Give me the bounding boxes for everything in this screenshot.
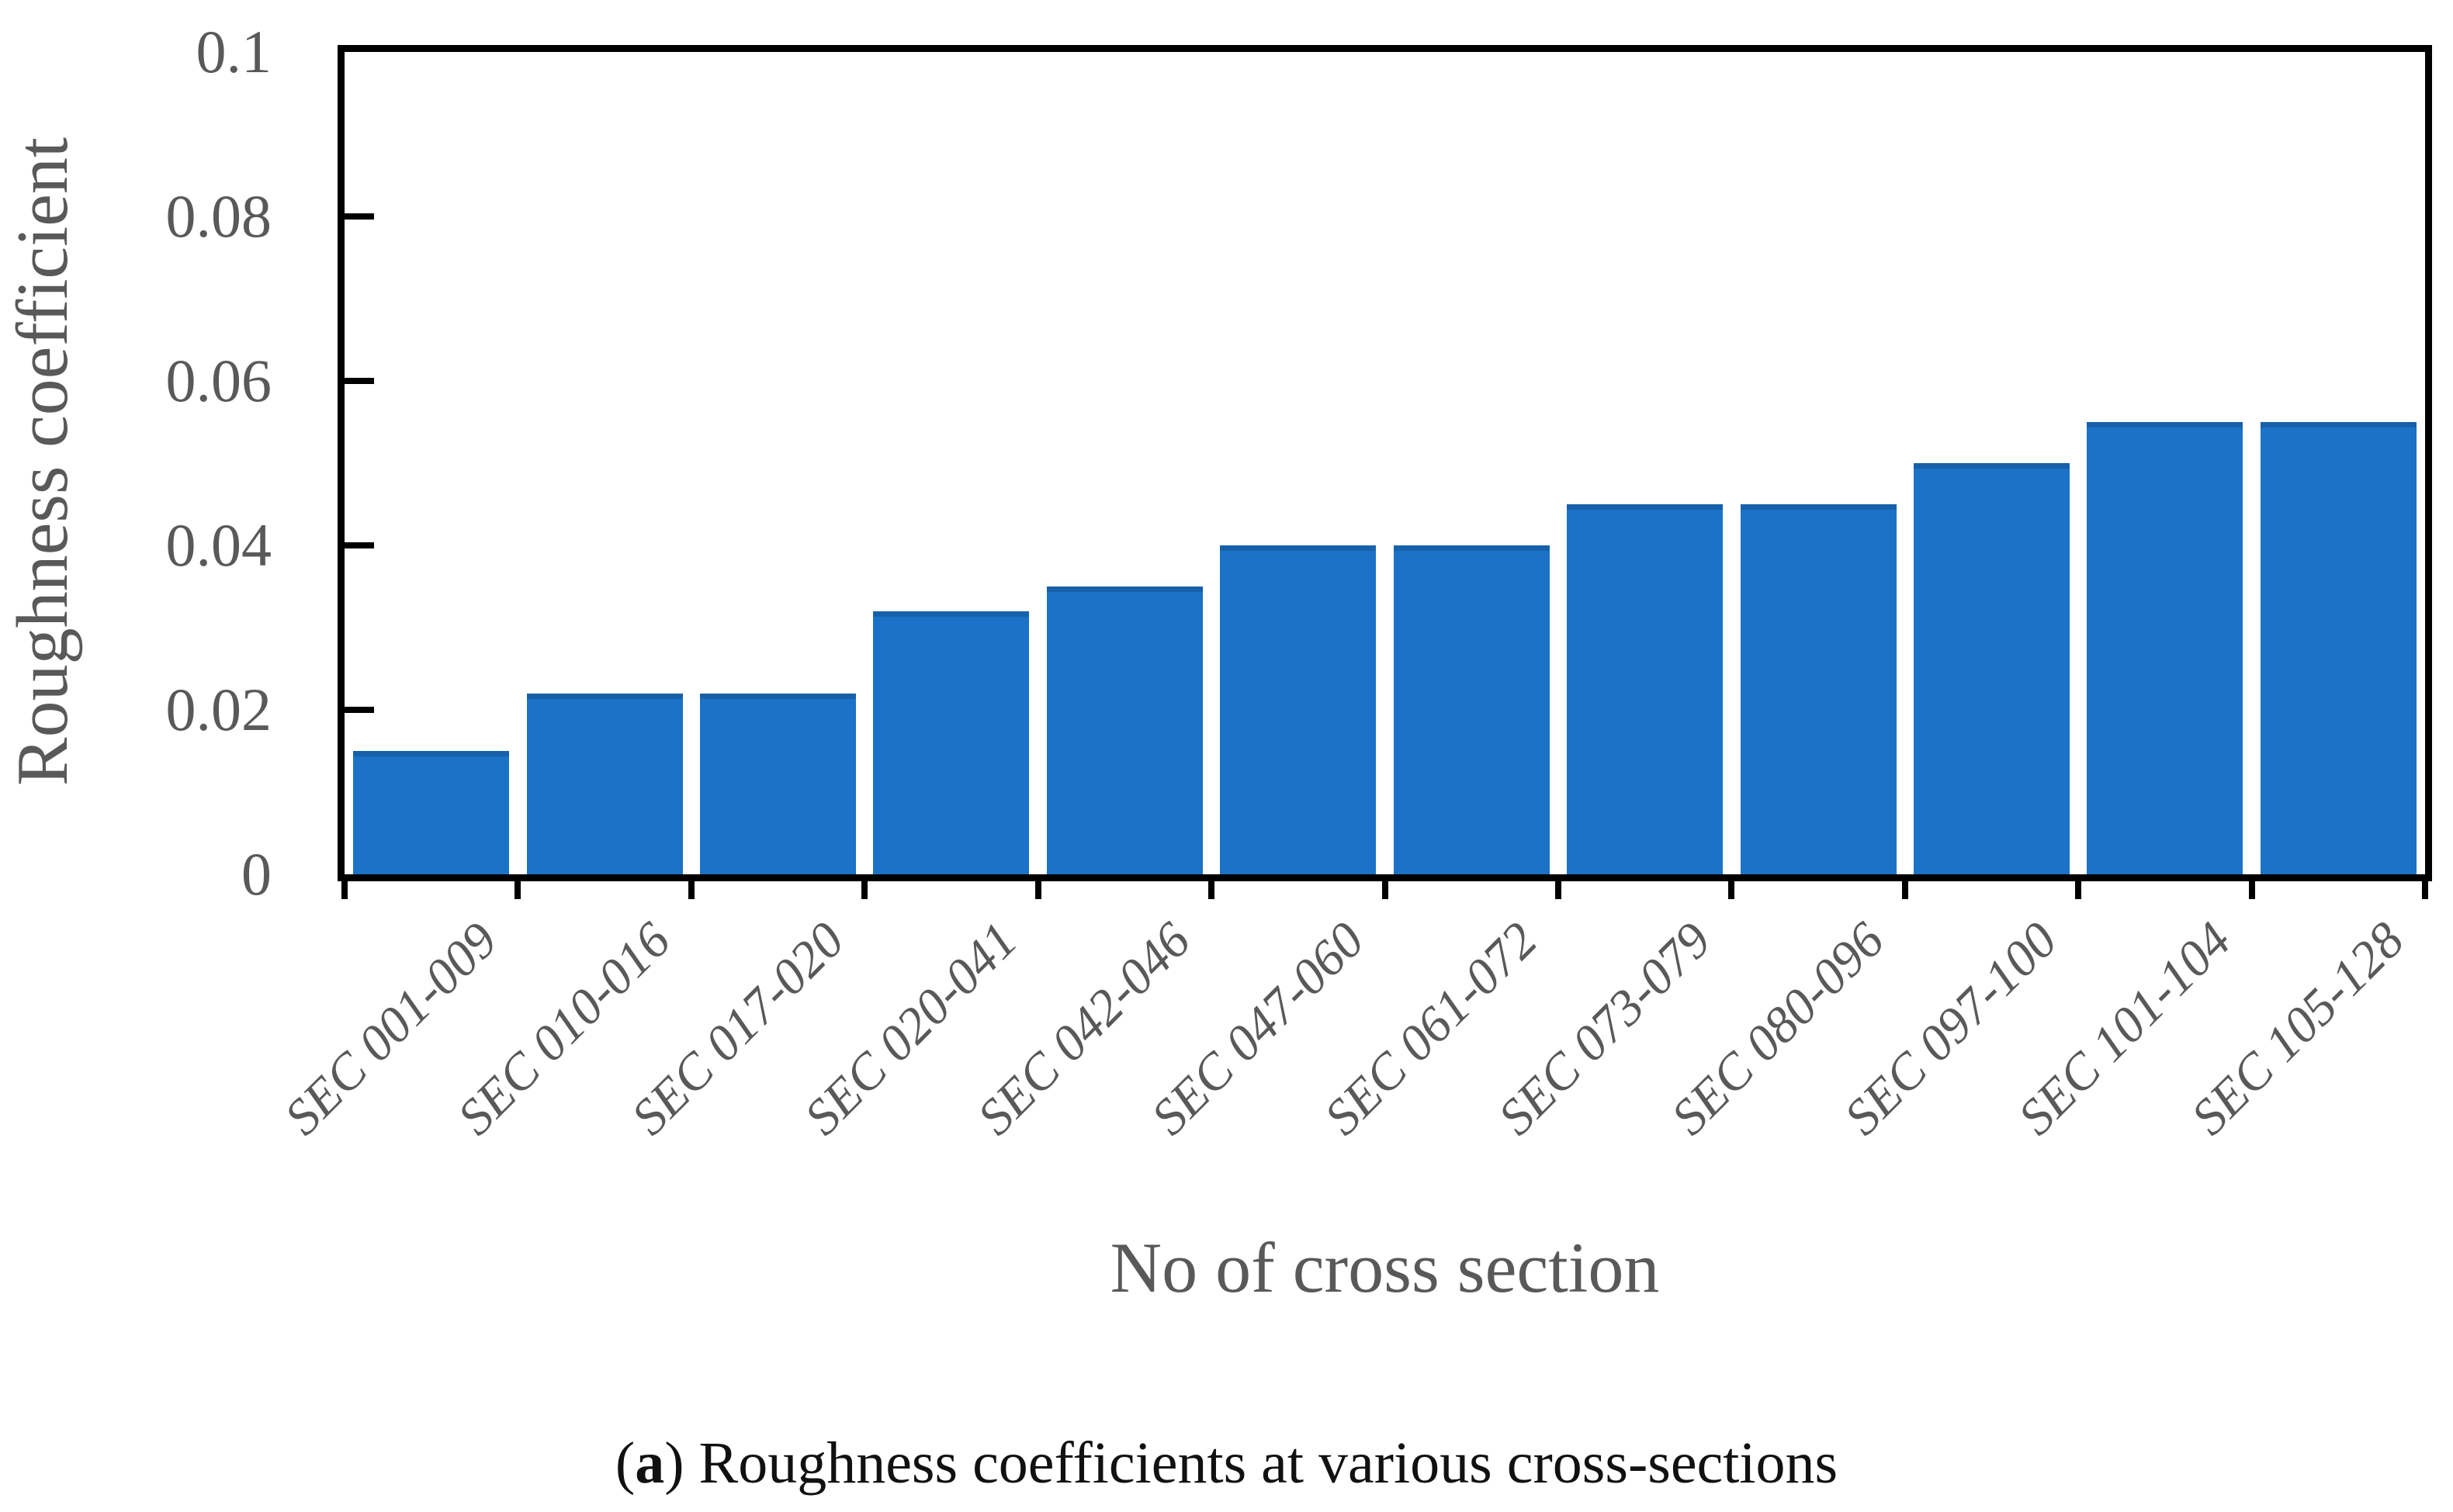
plot-area bbox=[338, 45, 2432, 881]
x-tick-mark bbox=[2075, 878, 2082, 899]
bar bbox=[1567, 504, 1724, 874]
y-tick-label: 0.04 bbox=[165, 511, 272, 579]
x-tick-mark bbox=[515, 878, 521, 899]
x-tick-mark bbox=[1901, 878, 1908, 899]
x-tick-mark bbox=[1208, 878, 1215, 899]
bar bbox=[2087, 422, 2243, 874]
figure-caption: (a) Roughness coefficients at various cr… bbox=[0, 1434, 2453, 1493]
x-tick-mark bbox=[1034, 878, 1041, 899]
y-tick-mark bbox=[345, 378, 374, 384]
x-tick-mark bbox=[1728, 878, 1735, 899]
bar bbox=[1220, 545, 1377, 874]
bar bbox=[873, 611, 1030, 874]
y-tick-label: 0.02 bbox=[165, 676, 272, 743]
x-tick-mark bbox=[2248, 878, 2255, 899]
caption-open-paren: ( bbox=[615, 1431, 636, 1496]
x-tick-mark bbox=[1381, 878, 1388, 899]
x-tick-mark bbox=[341, 878, 348, 899]
bar bbox=[2260, 422, 2417, 874]
x-tick-mark bbox=[1554, 878, 1561, 899]
bar bbox=[1046, 586, 1203, 874]
y-tick-label: 0.08 bbox=[165, 182, 272, 250]
caption-panel-letter: a bbox=[635, 1431, 665, 1496]
bar bbox=[1740, 504, 1897, 874]
bar bbox=[1913, 463, 2070, 874]
bar bbox=[700, 693, 857, 874]
y-tick-label: 0.1 bbox=[196, 18, 272, 85]
y-tick-label: 0.06 bbox=[165, 347, 272, 414]
y-tick-mark bbox=[345, 707, 374, 713]
x-tick-mark bbox=[2422, 878, 2428, 899]
y-tick-mark bbox=[345, 542, 374, 548]
bar bbox=[1393, 545, 1550, 874]
caption-text: ) Roughness coefficients at various cros… bbox=[664, 1431, 1838, 1496]
x-tick-mark bbox=[861, 878, 868, 899]
bar bbox=[353, 751, 510, 874]
x-axis-title: No of cross section bbox=[1110, 1228, 1660, 1307]
bar bbox=[526, 693, 683, 874]
x-tick-mark bbox=[688, 878, 695, 899]
y-tick-label: 0 bbox=[241, 840, 272, 908]
y-tick-mark bbox=[345, 213, 374, 220]
